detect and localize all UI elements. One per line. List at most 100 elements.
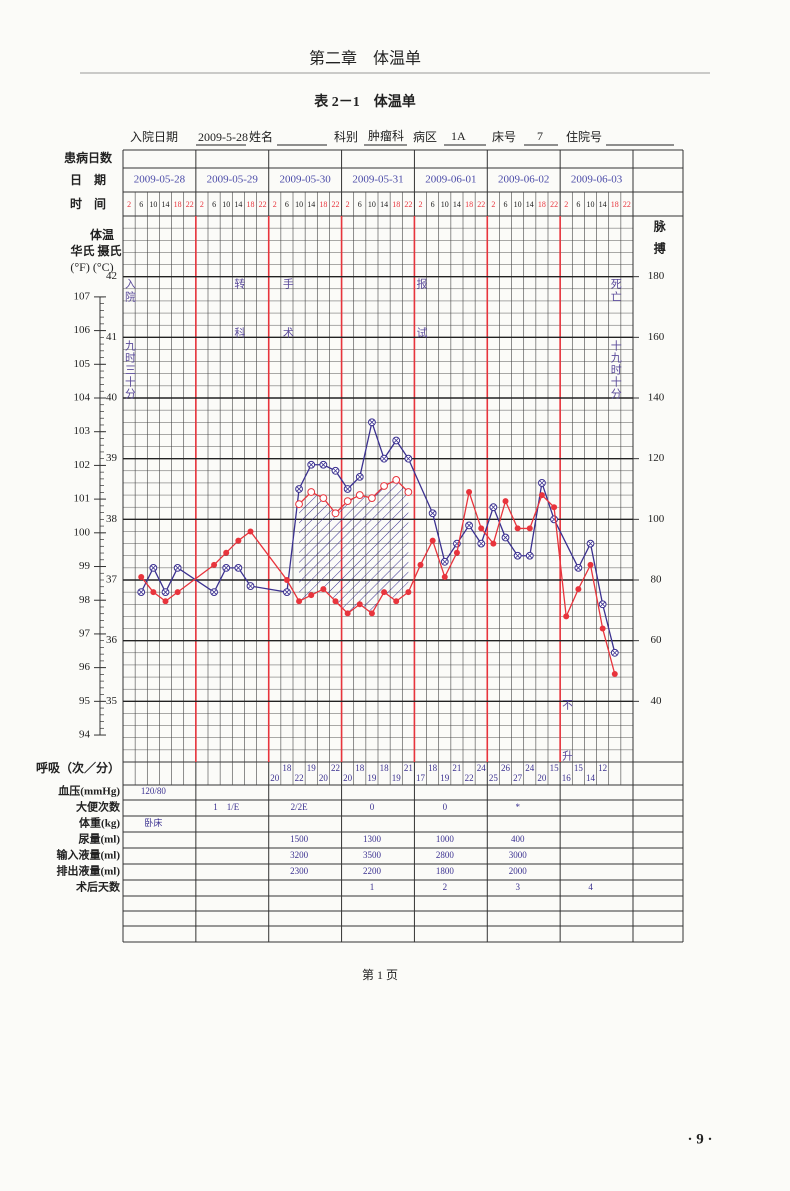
data-point [331, 466, 340, 475]
data-point [319, 460, 328, 469]
respiration-value: 19 [392, 773, 402, 783]
marker-cross [393, 437, 399, 443]
data-point [222, 563, 231, 572]
marker-cross [284, 589, 290, 595]
marker-ring [343, 497, 352, 506]
f-tick-label: 94 [79, 729, 91, 741]
data-point [611, 671, 618, 678]
respiration-value: 22 [331, 763, 340, 773]
marker-cross [223, 565, 229, 571]
patient-info: 入院日期 2009-5-28 姓名 科别 肿瘤科 病区 1A 床号 7 住院号 [130, 128, 674, 146]
marker-ring [380, 482, 388, 490]
annotation: 死亡 [609, 278, 622, 304]
f-tick-label: 106 [74, 324, 91, 336]
y2-tick-label: 160 [648, 331, 665, 343]
cell-value: 2300 [290, 866, 309, 876]
marker-cross [442, 559, 448, 565]
data-point [308, 592, 315, 599]
respiration-value: 21 [404, 763, 413, 773]
data-point [575, 586, 582, 593]
data-point [404, 454, 413, 463]
data-point [610, 648, 619, 657]
data-point [513, 551, 522, 560]
admission-date: 2009-5-28 [198, 130, 248, 144]
annotation: 十九时十分 [609, 339, 622, 400]
y-tick-label: 40 [106, 392, 118, 404]
data-point [405, 589, 412, 596]
respiration-value: 20 [319, 773, 329, 783]
data-point [138, 573, 145, 580]
marker-cross [405, 456, 411, 462]
y-tick-label: 35 [106, 695, 118, 707]
respiration-value: 22 [465, 773, 474, 783]
time-label: 10 [441, 200, 449, 209]
marker-ring [404, 488, 413, 496]
marker-cross [430, 510, 436, 516]
time-label: 6 [576, 200, 580, 209]
cell-value: 2 [443, 882, 448, 892]
marker-ring [295, 500, 303, 509]
data-point [162, 598, 169, 605]
row-label: 尿量(ml) [78, 833, 120, 846]
y2-tick-label: 60 [651, 634, 663, 646]
respiration-value: 21 [452, 763, 461, 773]
date-label: 2009-05-29 [207, 174, 259, 186]
marker-cross [503, 535, 508, 541]
table-title: 表 2－1 体温单 [313, 93, 416, 110]
marker-cross [163, 589, 168, 595]
time-label: 14 [526, 200, 534, 209]
data-point [283, 577, 290, 583]
respiration-value: 17 [416, 773, 426, 783]
time-label: 2 [564, 200, 568, 209]
page-footer: 第 1 页 [362, 968, 398, 982]
time-label: 2 [346, 200, 350, 209]
data-point [598, 600, 607, 609]
annotation: 报试 [415, 277, 428, 376]
marker-cross [466, 522, 472, 528]
cell-value: 1500 [290, 834, 309, 844]
marker-cross [575, 565, 581, 571]
time-label: 22 [332, 200, 340, 209]
marker-cross [345, 486, 351, 492]
series-line [140, 419, 616, 653]
marker-cross [320, 462, 326, 468]
y2-tick-label: 180 [648, 270, 665, 282]
cell-value: 4 [588, 882, 593, 892]
marker-cross [296, 486, 302, 492]
y2-tick-label: 100 [648, 513, 665, 525]
data-point [223, 549, 230, 556]
f-tick-label: 98 [79, 594, 91, 606]
respiration-value: 20 [537, 773, 547, 783]
cell-value: 3500 [363, 850, 382, 860]
cell-value: 120/80 [141, 786, 167, 796]
f-tick-label: 102 [74, 459, 91, 471]
date-label: 2009-06-01 [425, 174, 476, 186]
y2-tick-label: 80 [651, 574, 663, 586]
data-point [368, 418, 376, 427]
cell-value: 1800 [436, 866, 455, 876]
f-tick-label: 95 [79, 695, 91, 707]
time-label: 14 [234, 200, 242, 209]
y-tick-label: 39 [106, 452, 118, 464]
marker-cross [612, 650, 618, 656]
data-point [441, 573, 448, 580]
marker-cross [175, 565, 181, 571]
marker-ring [392, 476, 401, 484]
time-label: 2 [200, 200, 204, 209]
data-point [550, 515, 558, 524]
time-label: 22 [623, 200, 631, 209]
chapter-header: 第二章 体温单 [309, 50, 421, 68]
time-label: 10 [514, 200, 522, 209]
row-label: 体重(kg) [79, 816, 120, 830]
data-point [247, 528, 254, 535]
data-point [368, 610, 375, 617]
f-tick-label: 101 [74, 493, 91, 505]
annotation: 转科 [233, 277, 246, 376]
data-point [149, 563, 158, 572]
data-point [356, 601, 363, 608]
marker-ring [368, 494, 376, 503]
f-tick-label: 104 [74, 392, 91, 404]
data-point [368, 494, 376, 503]
date-label: 2009-05-28 [134, 174, 186, 186]
